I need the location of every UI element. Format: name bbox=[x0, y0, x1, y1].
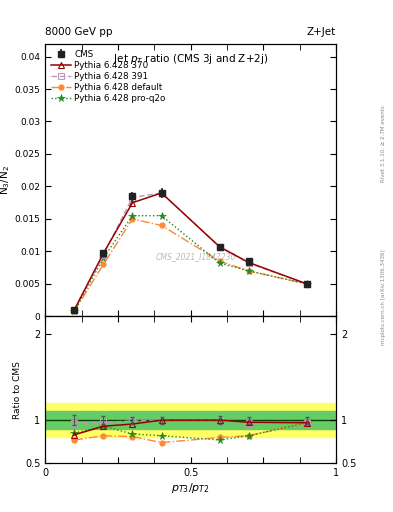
Pythia 6.428 391 bbox=[305, 281, 309, 287]
Pythia 6.428 391 bbox=[72, 307, 77, 313]
Pythia 6.428 default bbox=[246, 268, 251, 274]
Pythia 6.428 pro-q2o bbox=[101, 255, 106, 261]
Pythia 6.428 default bbox=[217, 258, 222, 264]
Text: mcplots.cern.ch [arXiv:1306.3436]: mcplots.cern.ch [arXiv:1306.3436] bbox=[381, 249, 386, 345]
Y-axis label: Ratio to CMS: Ratio to CMS bbox=[13, 361, 22, 419]
Text: CMS_2021_I1847230: CMS_2021_I1847230 bbox=[156, 252, 237, 261]
Line: Pythia 6.428 370: Pythia 6.428 370 bbox=[72, 190, 310, 313]
Pythia 6.428 pro-q2o bbox=[305, 281, 309, 287]
Pythia 6.428 pro-q2o bbox=[246, 268, 251, 274]
Pythia 6.428 391 bbox=[217, 244, 222, 250]
Pythia 6.428 default bbox=[130, 216, 135, 222]
Pythia 6.428 pro-q2o bbox=[130, 212, 135, 219]
X-axis label: $p_{T3}/p_{T2}$: $p_{T3}/p_{T2}$ bbox=[171, 481, 210, 495]
Text: 8000 GeV pp: 8000 GeV pp bbox=[45, 27, 113, 37]
Pythia 6.428 default bbox=[101, 261, 106, 267]
Pythia 6.428 370 bbox=[101, 250, 106, 257]
Pythia 6.428 370 bbox=[130, 200, 135, 206]
Pythia 6.428 391 bbox=[130, 195, 135, 201]
Pythia 6.428 391 bbox=[101, 251, 106, 258]
Pythia 6.428 pro-q2o bbox=[217, 260, 222, 266]
Pythia 6.428 391 bbox=[159, 190, 164, 196]
Pythia 6.428 370 bbox=[72, 307, 77, 313]
Pythia 6.428 370 bbox=[305, 281, 309, 287]
Line: Pythia 6.428 default: Pythia 6.428 default bbox=[72, 217, 309, 314]
Pythia 6.428 pro-q2o bbox=[72, 308, 77, 314]
Pythia 6.428 370 bbox=[159, 190, 164, 196]
Line: Pythia 6.428 391: Pythia 6.428 391 bbox=[72, 190, 310, 313]
Pythia 6.428 default bbox=[305, 281, 309, 287]
Pythia 6.428 370 bbox=[246, 260, 251, 266]
Y-axis label: $\mathrm{N_3/N_2}$: $\mathrm{N_3/N_2}$ bbox=[0, 165, 12, 195]
Bar bbox=[45, 403, 336, 437]
Line: Pythia 6.428 pro-q2o: Pythia 6.428 pro-q2o bbox=[70, 212, 311, 315]
Pythia 6.428 391 bbox=[246, 260, 251, 266]
Pythia 6.428 default bbox=[72, 308, 77, 314]
Text: Z+Jet: Z+Jet bbox=[307, 27, 336, 37]
Pythia 6.428 default bbox=[159, 222, 164, 228]
Legend: CMS, Pythia 6.428 370, Pythia 6.428 391, Pythia 6.428 default, Pythia 6.428 pro-: CMS, Pythia 6.428 370, Pythia 6.428 391,… bbox=[50, 48, 167, 105]
Text: Rivet 3.1.10, ≥ 2.7M events: Rivet 3.1.10, ≥ 2.7M events bbox=[381, 105, 386, 182]
Text: Jet $p_T$ ratio (CMS 3j and Z+2j): Jet $p_T$ ratio (CMS 3j and Z+2j) bbox=[113, 52, 268, 66]
Pythia 6.428 370 bbox=[217, 244, 222, 250]
Bar bbox=[45, 412, 336, 429]
Pythia 6.428 pro-q2o bbox=[159, 212, 164, 219]
